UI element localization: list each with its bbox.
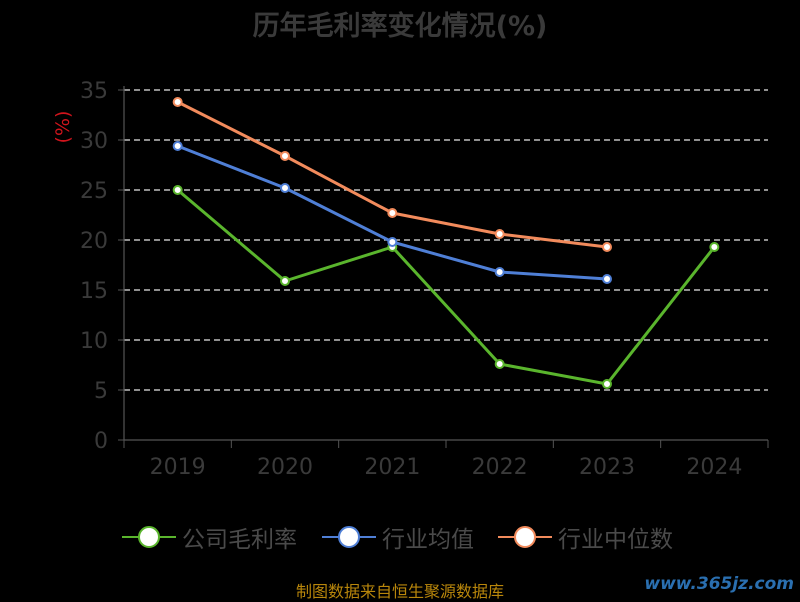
data-point-1-2023 — [602, 274, 612, 284]
legend-item-company[interactable]: 公司毛利率 — [122, 520, 297, 554]
data-point-0-2024 — [709, 242, 720, 252]
legend-label-industry-median: 行业中位数 — [558, 527, 673, 553]
data-point-1-2020 — [280, 183, 290, 193]
series-line-0 — [176, 188, 716, 386]
data-point-1-2022 — [494, 267, 505, 277]
axes — [123, 86, 769, 448]
y-axis-label: (%) — [52, 111, 74, 144]
x-tick-labels: 2019 2020 2021 2022 2023 2024 — [150, 455, 743, 480]
x-tick-label-2023: 2023 — [579, 455, 635, 480]
data-point-2-2021 — [387, 208, 398, 218]
x-tick-label-2021: 2021 — [364, 455, 420, 480]
legend-item-industry-mean[interactable]: 行业均值 — [322, 520, 474, 554]
y-tick-labels: 0 5 10 15 20 25 30 35 — [80, 79, 108, 454]
x-tick-label-2024: 2024 — [686, 455, 742, 480]
x-tick-label-2020: 2020 — [257, 455, 313, 480]
series-lines — [172, 97, 720, 389]
legend-marker-industry-median — [498, 520, 552, 554]
y-tick-label-20: 20 — [80, 229, 108, 254]
site-watermark: www.365jz.com — [644, 574, 794, 594]
data-point-2-2020 — [280, 151, 290, 161]
legend-item-industry-median[interactable]: 行业中位数 — [498, 520, 673, 554]
legend-label-company: 公司毛利率 — [182, 527, 297, 553]
data-point-1-2019 — [172, 141, 183, 151]
grid-lines — [118, 89, 768, 441]
y-tick-label-10: 10 — [80, 329, 108, 354]
y-tick-label-5: 5 — [94, 379, 108, 404]
y-tick-label-15: 15 — [80, 279, 108, 304]
x-tick-label-2022: 2022 — [472, 455, 528, 480]
data-source-note: 制图数据来自恒生聚源数据库 — [295, 582, 504, 601]
y-tick-label-30: 30 — [80, 129, 108, 154]
data-point-2-2019 — [172, 97, 183, 107]
data-point-2-2023 — [602, 242, 612, 252]
legend-label-industry-mean: 行业均值 — [382, 527, 474, 553]
y-tick-label-25: 25 — [80, 179, 108, 204]
y-tick-label-0: 0 — [94, 429, 108, 454]
legend-marker-industry-mean — [322, 520, 376, 554]
x-tick-label-2019: 2019 — [150, 455, 206, 480]
data-point-2-2022 — [494, 229, 505, 239]
series-line-2 — [176, 100, 608, 249]
data-point-1-2021 — [387, 237, 398, 247]
legend-marker-company — [122, 520, 176, 554]
chart-title: 历年毛利率变化情况(%) — [252, 11, 548, 42]
data-point-0-2020 — [280, 276, 290, 286]
data-point-0-2022 — [494, 359, 505, 369]
y-tick-label-35: 35 — [80, 79, 108, 104]
data-point-0-2023 — [602, 379, 612, 389]
data-point-0-2019 — [172, 185, 183, 195]
